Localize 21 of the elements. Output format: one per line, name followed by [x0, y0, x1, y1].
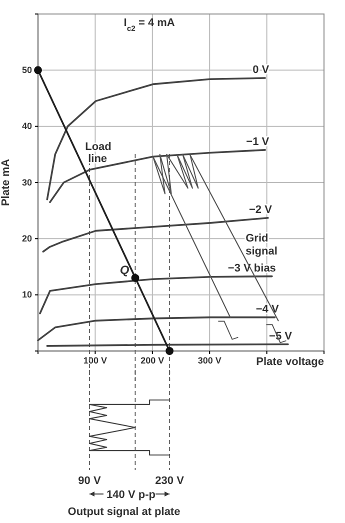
x-tick-label: 300 V	[198, 355, 222, 366]
annotation: I$_{c2}$ = 4 mA	[124, 17, 175, 32]
series-label: 0 V	[252, 64, 270, 76]
x-tick-label: 230 V	[155, 474, 185, 487]
y-tick-label: 40	[22, 121, 32, 132]
y-axis-title: Plate mA	[0, 158, 12, 206]
y-tick-label: 30	[22, 177, 32, 188]
annotation: Grid signal	[246, 232, 278, 258]
x-tick-label: 100 V	[83, 355, 107, 366]
x-tick-label: 90 V	[78, 474, 102, 487]
series-label: Load line	[85, 141, 112, 166]
annotation: Q	[120, 262, 130, 277]
text: 140 V p-p	[106, 489, 156, 501]
y-tick-label: 10	[22, 290, 32, 300]
x-axis-title: Plate voltage	[256, 356, 324, 368]
series-label: −2 V	[249, 204, 273, 216]
y-tick-label: 50	[22, 65, 32, 76]
text: Output signal at plate	[68, 506, 180, 518]
y-tick-label: 20	[22, 234, 32, 244]
x-tick-label: 200 V	[140, 355, 164, 366]
series-label: −1 V	[246, 136, 270, 148]
